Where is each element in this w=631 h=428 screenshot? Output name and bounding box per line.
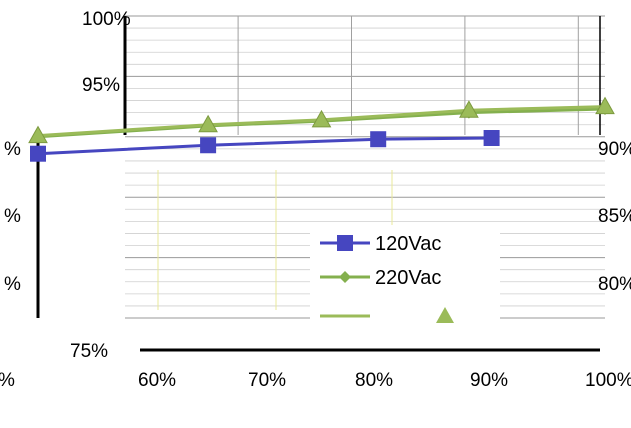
right-y-tick-label: 90% — [598, 139, 631, 160]
data-point — [311, 109, 332, 128]
x-tick-label-partial: % — [0, 370, 15, 391]
data-point — [459, 100, 479, 118]
y-tick-label: % — [4, 274, 21, 295]
legend: 120Vac 220Vac — [310, 225, 500, 323]
x-tick-label: 100% — [585, 370, 631, 391]
series-layer — [28, 96, 615, 162]
y-tick-label: 75% — [70, 341, 108, 362]
gridlines — [125, 15, 605, 319]
data-point — [200, 137, 217, 154]
y-tick-labels: 75%%%% 95% 100% 90% 85% 80% — [4, 9, 631, 362]
data-point — [483, 130, 500, 147]
legend-marker — [339, 271, 351, 283]
y-tick-label: % — [4, 206, 21, 227]
data-point — [370, 131, 387, 148]
legend-marker — [337, 235, 353, 251]
data-point — [30, 145, 46, 162]
x-tick-label: 80% — [355, 370, 393, 391]
series-unnamed — [28, 96, 615, 144]
data-point — [198, 114, 218, 133]
y-tick-label: % — [4, 139, 21, 160]
y-tick-label: 100% — [82, 9, 131, 30]
axes — [36, 16, 601, 352]
right-y-tick-label: 85% — [598, 206, 631, 227]
right-y-tick-label: 80% — [598, 274, 631, 295]
x-tick-label: 60% — [138, 370, 176, 391]
x-tick-label: 90% — [470, 370, 508, 391]
legend-label: 120Vac — [375, 233, 441, 255]
x-tick-labels: 60% 70% 80% 90% 100%% — [0, 370, 631, 391]
data-point — [595, 96, 615, 115]
series-120Vac — [30, 130, 500, 162]
y-tick-label: 95% — [82, 75, 120, 96]
legend-marker — [436, 307, 454, 323]
legend-label: 220Vac — [375, 267, 441, 289]
series-line — [37, 136, 492, 156]
x-tick-label: 70% — [248, 370, 286, 391]
data-point — [28, 125, 48, 144]
